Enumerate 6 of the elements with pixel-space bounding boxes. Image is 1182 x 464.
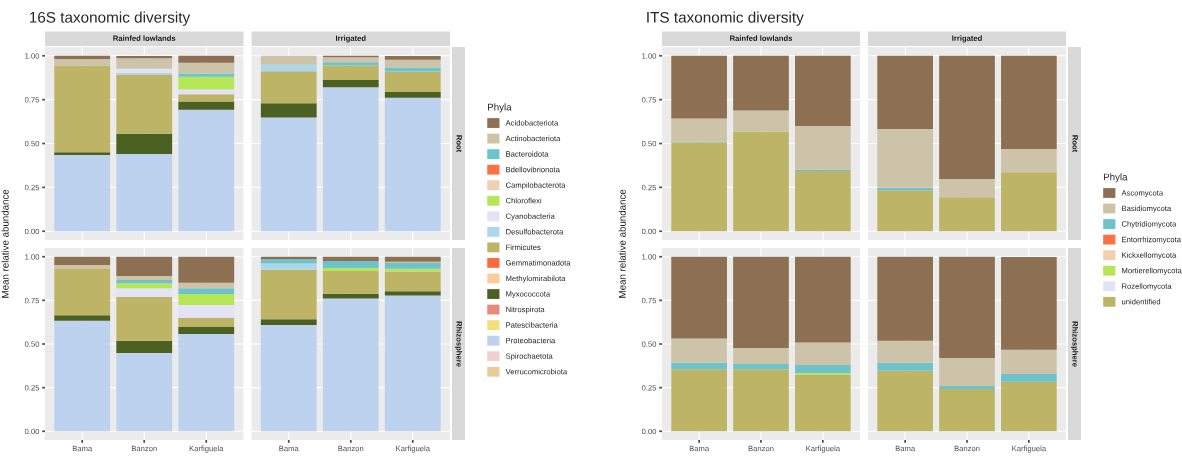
y-axis-title: Mean relative abundance bbox=[1, 189, 9, 298]
chart-title: 16S taxonomic diversity bbox=[29, 11, 191, 26]
legend-title: Phyla bbox=[1103, 173, 1128, 183]
chart-title: ITS taxonomic diversity bbox=[647, 11, 804, 26]
legend-title: Phyla bbox=[488, 103, 512, 113]
y-axis-title: Mean relative abundance bbox=[618, 189, 626, 298]
